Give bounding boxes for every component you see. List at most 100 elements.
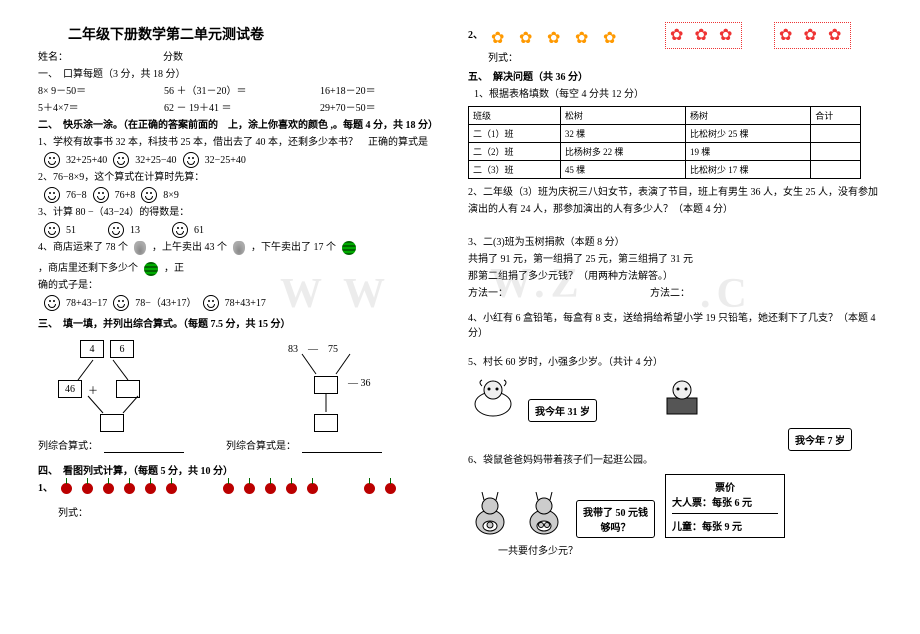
smiley-icon	[183, 152, 199, 168]
smiley-icon	[113, 295, 129, 311]
flower-icon	[779, 24, 797, 42]
table-row: 二（2）班 比杨树多 22 棵 19 棵	[469, 143, 861, 161]
th: 杨树	[686, 107, 811, 125]
choice: 76−8	[66, 188, 87, 203]
qnum: 2、	[468, 28, 483, 43]
cherry-icon	[223, 483, 234, 494]
choice: 32−25+40	[205, 153, 246, 168]
blank-line	[104, 441, 184, 453]
cell: 二（3）班	[469, 161, 561, 179]
plus-sign: ＋	[88, 382, 98, 397]
cell: 比松树少 25 棵	[686, 125, 811, 143]
choice: 32+25−40	[135, 153, 176, 168]
s5q2b: 演出的人有 24 人，那参加演出的人有多少人？（本题 4 分）	[468, 202, 882, 217]
num-box: 46	[58, 380, 82, 398]
cell: 比松树少 17 棵	[686, 161, 811, 179]
speech-bubble: 我今年 31 岁	[528, 399, 597, 422]
cell	[811, 161, 861, 179]
eq: 56 ＋（31－20）＝	[164, 84, 314, 99]
cell: 19 棵	[686, 143, 811, 161]
s4q1: 1、	[38, 481, 452, 496]
smiley-icon	[108, 222, 124, 238]
choice: 78+43+17	[225, 296, 266, 311]
smiley-icon	[93, 187, 109, 203]
score-label: 分数	[163, 52, 183, 63]
cherry-icon	[385, 483, 396, 494]
flower-icon	[828, 24, 846, 42]
speech-bubble: 我今年 7 岁	[788, 428, 852, 451]
speech-bubble: 我带了 50 元钱 够吗？	[576, 500, 655, 538]
s2q3: 3、计算 80 −（43−24）的得数是：	[38, 205, 452, 220]
header-line: 姓名： 分数	[38, 50, 452, 65]
watermark: W W	[280, 270, 391, 318]
cherry-icon	[307, 483, 318, 494]
th: 合计	[811, 107, 861, 125]
text: ，商店里还剩下多少个	[38, 261, 138, 276]
s5q6b: 一共要付多少元？	[498, 544, 882, 559]
ticket-adult: 大人票：每张 6 元	[672, 494, 778, 509]
cell	[811, 143, 861, 161]
flower-icon	[491, 27, 509, 45]
speech2-row: 我今年 7 岁	[468, 428, 852, 451]
smiley-icon	[113, 152, 129, 168]
s5q6-figures: 我带了 50 元钱 够吗？ 票价 大人票：每张 6 元 儿童：每张 9 元	[468, 474, 882, 538]
kangaroo-icon	[522, 492, 566, 538]
cell: 二（2）班	[469, 143, 561, 161]
num-box: 4	[80, 340, 104, 358]
ticket-box: 票价 大人票：每张 6 元 儿童：每张 9 元	[665, 474, 785, 538]
smiley-icon	[44, 295, 60, 311]
empty-box	[100, 414, 124, 432]
flower-icon	[519, 27, 537, 45]
eq: 62 － 19＋41 ＝	[164, 101, 314, 116]
watermelon-icon	[342, 241, 356, 255]
label: 列综合算式：	[38, 439, 98, 454]
cherry-icon	[265, 483, 276, 494]
text: ，下午卖出了 17 个	[251, 240, 336, 255]
table-row: 二（3）班 45 棵 比松树少 17 棵	[469, 161, 861, 179]
left-column: 二年级下册数学第二单元测试卷 姓名： 分数 一、 口算每题（3 分，共 18 分…	[30, 20, 460, 614]
s5q5: 5、村长 60 岁时，小强多少岁。（共计 4 分）	[468, 355, 882, 370]
cell	[811, 125, 861, 143]
smiley-icon	[44, 222, 60, 238]
table-row: 班级 松树 杨树 合计	[469, 107, 861, 125]
cherry-icon	[364, 483, 375, 494]
empty-box	[314, 376, 338, 394]
s2q2: 2、76−8×9，这个算式在计算时先算：	[38, 170, 452, 185]
ticket-divider	[672, 513, 778, 514]
watermelon-icon	[144, 262, 158, 276]
text: 4、商店运来了 78 个	[38, 240, 128, 255]
eq: 16+18－20＝	[320, 84, 376, 99]
section1-row2: 5＋4×7＝ 62 － 19＋41 ＝ 29+70－50＝	[38, 101, 452, 116]
choice: 76+8	[115, 188, 136, 203]
cherry-icon	[61, 483, 72, 494]
label: 列综合算式是：	[226, 439, 296, 454]
cherry-icon	[166, 483, 177, 494]
page-title: 二年级下册数学第二单元测试卷	[68, 24, 452, 44]
section3-heading: 三、 填一填，并列出综合算式。（每题 7.5 分，共 15 分）	[38, 317, 452, 332]
text: ，上午卖出 43 个	[152, 240, 227, 255]
cherry-icon	[103, 483, 114, 494]
s2q2-choices: 76−8 76+8 8×9	[44, 187, 452, 203]
smiley-icon	[203, 295, 219, 311]
smiley-icon	[172, 222, 188, 238]
dotted-group	[774, 22, 851, 49]
flower-icon	[719, 24, 737, 42]
tree-right: 83 — 75 — 36	[258, 338, 428, 433]
sheep-icon	[468, 376, 518, 422]
section5-heading: 五、 解决问题（共 36 分）	[468, 70, 882, 85]
flower-icon	[804, 24, 822, 42]
speech-line: 够吗？	[601, 523, 631, 534]
kangaroo-icon	[468, 492, 512, 538]
data-table: 班级 松树 杨树 合计 二（1）班 32 棵 比松树少 25 棵 二（2）班 比…	[468, 106, 861, 179]
smiley-icon	[44, 152, 60, 168]
choice: 78+43−17	[66, 296, 107, 311]
choice: 8×9	[163, 188, 179, 203]
cherry-icon	[124, 483, 135, 494]
watermark: .C	[700, 270, 753, 318]
section1-row1: 8× 9－50＝ 56 ＋（31－20）＝ 16+18－20＝	[38, 84, 452, 99]
cell: 45 棵	[560, 161, 685, 179]
choice: 61	[194, 223, 204, 238]
choice: 78−（43+17）	[135, 296, 196, 311]
ticket-title: 票价	[672, 479, 778, 494]
pear-icon	[233, 241, 245, 255]
